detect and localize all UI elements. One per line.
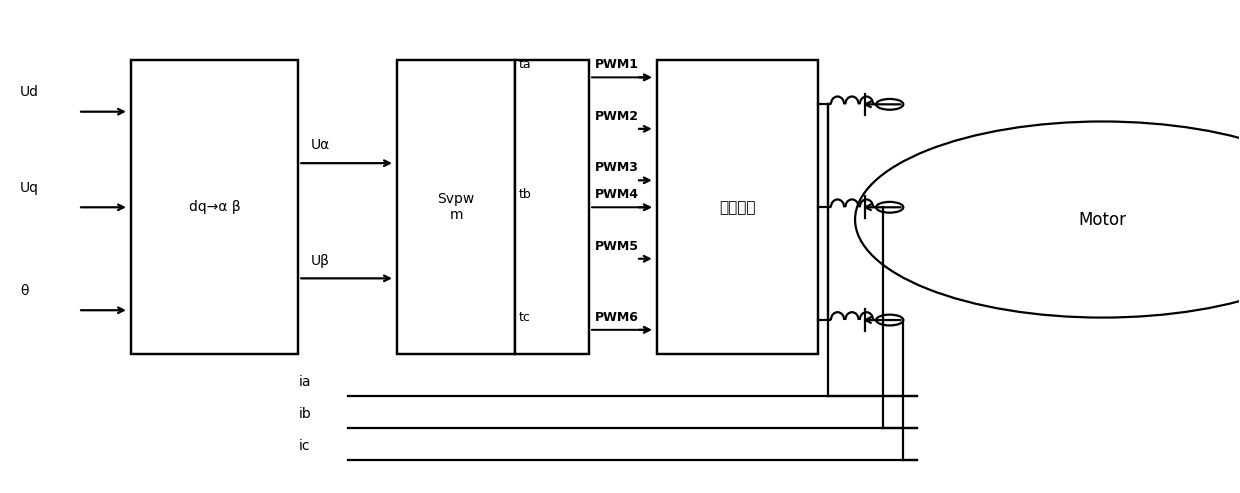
Text: Uβ: Uβ bbox=[311, 253, 330, 268]
Text: Uα: Uα bbox=[311, 139, 330, 152]
Text: Uq: Uq bbox=[20, 181, 38, 195]
Text: tb: tb bbox=[518, 188, 531, 202]
Text: PWM4: PWM4 bbox=[595, 188, 640, 202]
Text: Svpw
m: Svpw m bbox=[438, 192, 475, 222]
Text: ic: ic bbox=[299, 439, 310, 453]
Text: PWM1: PWM1 bbox=[595, 59, 640, 71]
Bar bbox=[657, 60, 818, 354]
Text: θ: θ bbox=[20, 284, 29, 298]
Text: Motor: Motor bbox=[1079, 211, 1126, 229]
Text: ta: ta bbox=[518, 59, 531, 71]
Bar bbox=[515, 60, 589, 354]
Text: 功率开关: 功率开关 bbox=[719, 200, 756, 215]
Text: dq→α β: dq→α β bbox=[188, 200, 241, 214]
Bar bbox=[397, 60, 515, 354]
Text: Ud: Ud bbox=[20, 85, 38, 100]
Text: PWM5: PWM5 bbox=[595, 240, 640, 253]
Text: ia: ia bbox=[299, 375, 311, 389]
Text: PWM3: PWM3 bbox=[595, 161, 639, 175]
Text: PWM6: PWM6 bbox=[595, 311, 639, 324]
Text: ib: ib bbox=[299, 407, 311, 421]
Bar bbox=[131, 60, 299, 354]
Text: PWM2: PWM2 bbox=[595, 110, 640, 123]
Text: tc: tc bbox=[518, 311, 531, 324]
